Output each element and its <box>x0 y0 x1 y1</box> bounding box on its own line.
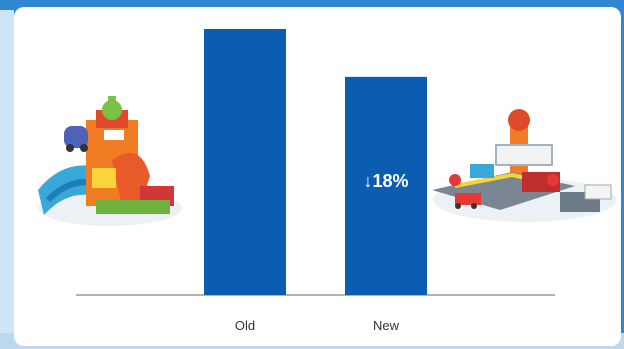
labels-layer: Old New ↓18% <box>235 171 409 333</box>
x-tick-label-old: Old <box>235 318 255 333</box>
bar-new <box>345 76 427 295</box>
x-tick-label-new: New <box>373 318 400 333</box>
left-border-band <box>0 10 14 340</box>
old-playset-illustration <box>38 96 182 226</box>
bar-annotation: ↓18% <box>363 171 408 191</box>
new-playset-illustration <box>432 109 617 222</box>
bar-old <box>204 29 286 295</box>
bars-layer <box>204 29 427 295</box>
